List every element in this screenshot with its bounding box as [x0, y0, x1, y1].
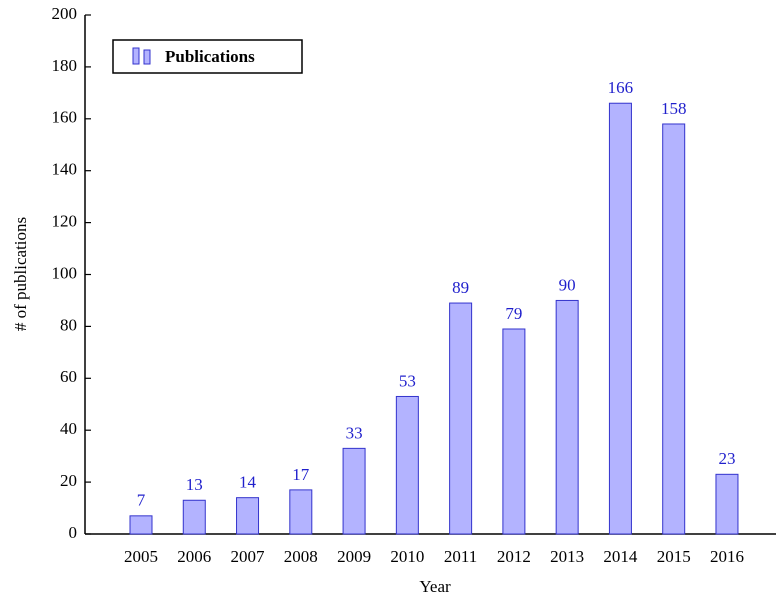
x-tick-label: 2011 [444, 547, 477, 566]
bar [662, 123, 686, 535]
x-tick-label: 2013 [550, 547, 584, 566]
y-axis-label: # of publications [11, 217, 30, 331]
x-tick-label: 2009 [337, 547, 371, 566]
y-tick-label: 200 [52, 4, 78, 23]
y-tick-label: 60 [60, 367, 77, 386]
y-tick-label: 20 [60, 471, 77, 490]
bar [342, 447, 366, 535]
value-label: 53 [399, 371, 416, 390]
value-label: 79 [505, 304, 522, 323]
bar [182, 499, 206, 535]
value-label: 17 [292, 465, 310, 484]
x-tick-label: 2008 [284, 547, 318, 566]
x-tick-label: 2012 [497, 547, 531, 566]
x-tick-label: 2007 [231, 547, 266, 566]
bar [289, 489, 313, 535]
value-label: 13 [186, 475, 203, 494]
y-tick-label: 80 [60, 315, 77, 334]
x-tick-label: 2006 [177, 547, 211, 566]
bar [449, 302, 473, 535]
y-tick-label: 120 [52, 212, 78, 231]
legend-swatch [143, 49, 151, 65]
value-label: 89 [452, 278, 469, 297]
y-tick-label: 180 [52, 56, 78, 75]
value-label: 23 [718, 449, 735, 468]
legend-swatch [132, 47, 140, 65]
x-tick-label: 2014 [603, 547, 638, 566]
value-label: 33 [346, 423, 363, 442]
bar [608, 102, 632, 535]
y-tick-label: 0 [69, 523, 78, 542]
bar [715, 473, 739, 535]
y-tick-label: 140 [52, 160, 78, 179]
value-label: 7 [137, 491, 146, 510]
x-axis-label: Year [419, 577, 451, 596]
bar [502, 328, 526, 535]
bar [236, 497, 260, 535]
y-tick-label: 40 [60, 419, 77, 438]
y-tick-label: 100 [52, 263, 78, 282]
value-label: 14 [239, 473, 257, 492]
legend-label: Publications [165, 47, 255, 66]
x-tick-label: 2016 [710, 547, 744, 566]
x-tick-label: 2005 [124, 547, 158, 566]
value-label: 166 [608, 78, 634, 97]
y-tick-label: 160 [52, 108, 78, 127]
x-tick-label: 2010 [390, 547, 424, 566]
bar [395, 395, 419, 535]
bar [555, 299, 579, 535]
value-label: 158 [661, 99, 687, 118]
value-label: 90 [559, 275, 576, 294]
x-tick-label: 2015 [657, 547, 691, 566]
bar [129, 515, 153, 535]
